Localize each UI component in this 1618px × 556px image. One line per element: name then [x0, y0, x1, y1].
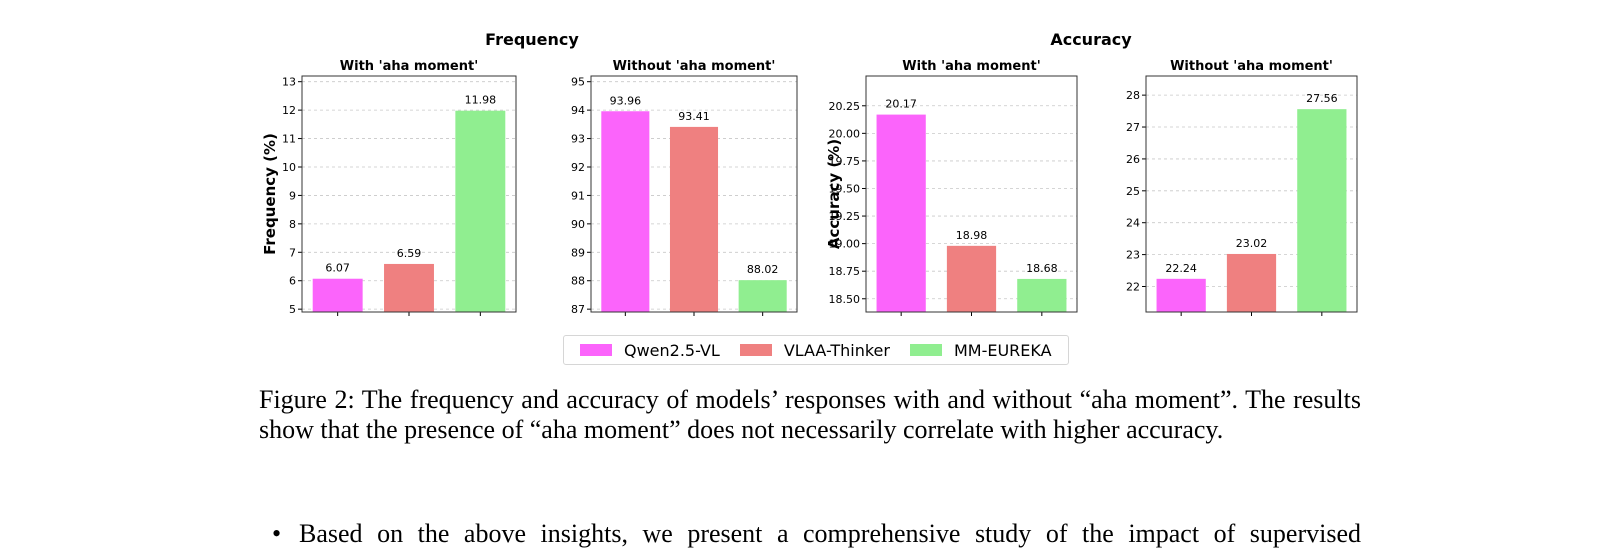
y-tick-label: 88	[571, 275, 585, 288]
y-tick-label: 19.75	[829, 155, 861, 168]
bar-qwen2-5-vl	[312, 278, 363, 312]
legend-item-vlaa: VLAA-Thinker	[739, 340, 890, 360]
bar-qwen2-5-vl	[601, 111, 650, 312]
chart-legend: Qwen2.5-VL VLAA-Thinker MM-EUREKA	[563, 335, 1069, 365]
group-title-accuracy: Accuracy	[1050, 30, 1132, 49]
value-label-vlaa-thinker: 6.59	[397, 247, 422, 260]
y-axis-label: Frequency (%)	[261, 133, 279, 255]
plot-frame	[301, 75, 517, 313]
chart-2: Without 'aha moment' 87 88 89 90 91 92 93 94 95 93…	[571, 59, 798, 316]
y-tick-label: 23	[1126, 249, 1140, 262]
value-label-qwen2-5-vl: 20.17	[885, 98, 917, 111]
bar-mm-eureka	[1297, 109, 1347, 312]
bar-qwen2-5-vl	[876, 114, 926, 312]
legend-item-mm-eureka: MM-EUREKA	[909, 340, 1052, 360]
legend-swatch-mm-eureka	[909, 344, 942, 356]
plot-frame	[865, 75, 1078, 313]
y-tick-label: 8	[289, 218, 296, 231]
bullet-paragraph: • Based on the above insights, we presen…	[272, 519, 1362, 556]
y-tick-label: 20.25	[829, 100, 861, 113]
y-tick-label: 19.50	[829, 182, 861, 195]
y-tick-label: 91	[571, 189, 585, 202]
y-tick-label: 89	[571, 246, 585, 259]
y-tick-label: 18.75	[829, 265, 861, 278]
subplot-title: With 'aha moment'	[902, 59, 1040, 74]
y-tick-label: 19.25	[829, 210, 861, 223]
bullet-marker: •	[272, 519, 282, 548]
y-tick-label: 25	[1126, 185, 1140, 198]
figure-caption: Figure 2: The frequency and accuracy of …	[259, 385, 1361, 444]
y-tick-label: 11	[282, 133, 296, 146]
chart-4: Without 'aha moment' 22 23 24 25 26 27 28 22.24 2…	[1126, 59, 1358, 316]
y-tick-label: 92	[571, 161, 585, 174]
subplot-title: Without 'aha moment'	[1170, 59, 1333, 74]
y-tick-label: 22	[1126, 280, 1140, 293]
y-tick-label: 19.00	[829, 238, 861, 251]
value-label-mm-eureka: 18.68	[1026, 262, 1058, 275]
plot-frame	[590, 75, 798, 313]
y-tick-label: 18.50	[829, 293, 861, 306]
subplot-title: Without 'aha moment'	[613, 59, 776, 74]
value-label-qwen2-5-vl: 93.96	[610, 94, 642, 107]
legend-label-qwen: Qwen2.5-VL	[624, 340, 720, 360]
legend-label-vlaa: VLAA-Thinker	[783, 340, 890, 360]
bar-vlaa-thinker	[1226, 253, 1277, 312]
y-tick-label: 10	[282, 161, 296, 174]
bar-mm-eureka	[738, 280, 787, 312]
y-tick-label: 95	[571, 76, 585, 89]
bar-mm-eureka	[1017, 278, 1067, 312]
group-title-frequency: Frequency	[485, 30, 579, 49]
plot-frame	[1145, 75, 1358, 313]
y-tick-label: 20.00	[829, 127, 861, 140]
bar-mm-eureka	[455, 110, 506, 313]
y-tick-label: 94	[571, 104, 585, 117]
chart-3: With 'aha moment' 18.50 18.75 19.00 19.25 19.…	[825, 59, 1078, 316]
y-tick-label: 26	[1126, 153, 1140, 166]
y-tick-label: 6	[289, 275, 296, 288]
legend-item-qwen: Qwen2.5-VL	[580, 341, 720, 360]
bullet-text: Based on the above insights, we present …	[299, 519, 1361, 548]
y-tick-label: 27	[1126, 121, 1140, 134]
y-tick-label: 7	[289, 246, 296, 259]
value-label-vlaa-thinker: 18.98	[956, 229, 988, 242]
legend-swatch-qwen	[580, 344, 612, 356]
y-tick-label: 87	[571, 303, 585, 316]
legend-swatch-vlaa	[739, 344, 772, 356]
bar-vlaa-thinker	[384, 263, 434, 312]
subplot-title: With 'aha moment'	[340, 59, 478, 74]
bar-qwen2-5-vl	[1156, 278, 1206, 312]
value-label-vlaa-thinker: 23.02	[1236, 237, 1268, 250]
y-axis-label: Accuracy (%)	[825, 139, 843, 249]
value-label-mm-eureka: 88.02	[747, 263, 779, 276]
figure-panel: Frequency Accuracy With 'aha moment' 5 6 7 8…	[261, 30, 1358, 316]
y-tick-label: 13	[282, 76, 296, 89]
chart-1: With 'aha moment' 5 6 7 8 9 10 11 12 13 6.07 6.59 11…	[261, 59, 517, 316]
y-tick-label: 28	[1126, 89, 1140, 102]
y-tick-label: 24	[1126, 217, 1140, 230]
y-tick-label: 93	[571, 133, 585, 146]
value-label-vlaa-thinker: 93.41	[678, 110, 710, 123]
legend-label-mm-eureka: MM-EUREKA	[953, 340, 1052, 360]
value-label-mm-eureka: 11.98	[465, 94, 497, 107]
value-label-mm-eureka: 27.56	[1306, 92, 1338, 105]
y-tick-label: 9	[289, 189, 296, 202]
value-label-qwen2-5-vl: 22.24	[1165, 262, 1197, 275]
bar-vlaa-thinker	[946, 245, 997, 312]
bar-vlaa-thinker	[669, 126, 719, 312]
y-tick-label: 12	[282, 104, 296, 117]
y-tick-label: 5	[289, 303, 296, 316]
value-label-qwen2-5-vl: 6.07	[325, 262, 350, 275]
y-tick-label: 90	[571, 218, 585, 231]
